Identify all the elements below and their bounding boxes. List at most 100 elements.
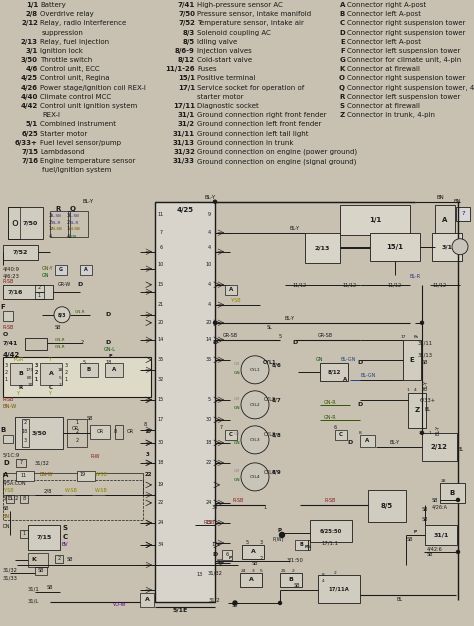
Text: CYL1: CYL1 bbox=[263, 361, 277, 366]
Bar bbox=[28, 525, 60, 550]
Text: Y-SB: Y-SB bbox=[3, 488, 14, 493]
Text: BL-Y: BL-Y bbox=[82, 199, 93, 204]
Text: 22: 22 bbox=[144, 473, 152, 478]
Text: 8/5: 8/5 bbox=[381, 503, 393, 509]
Text: 3/1: 3/1 bbox=[26, 48, 38, 54]
Text: 4: 4 bbox=[208, 245, 210, 250]
Text: 2: 2 bbox=[23, 420, 27, 425]
Text: 24: 24 bbox=[206, 500, 212, 505]
Text: 1: 1 bbox=[4, 377, 8, 382]
Text: A: A bbox=[84, 267, 88, 272]
Text: 3: 3 bbox=[35, 363, 37, 368]
Text: BL-SB: BL-SB bbox=[50, 213, 62, 218]
Bar bbox=[3, 473, 143, 495]
Text: SB: SB bbox=[294, 583, 300, 588]
Text: BL-R: BL-R bbox=[410, 274, 420, 279]
Text: A: A bbox=[442, 217, 447, 223]
Text: R: R bbox=[19, 386, 23, 391]
Text: BL-Y: BL-Y bbox=[423, 380, 428, 390]
Text: 5/1L:2: 5/1L:2 bbox=[3, 495, 19, 500]
Text: 30: 30 bbox=[212, 505, 218, 510]
Text: D: D bbox=[77, 282, 82, 287]
Bar bbox=[55, 555, 63, 563]
Text: Connector at firewall: Connector at firewall bbox=[347, 103, 420, 109]
Text: D: D bbox=[3, 460, 9, 466]
Text: GN: GN bbox=[42, 273, 49, 278]
Text: D: D bbox=[357, 403, 363, 408]
Text: suppression: suppression bbox=[42, 29, 84, 36]
Bar bbox=[403, 340, 421, 380]
Text: Ground connection left front fender: Ground connection left front fender bbox=[197, 121, 321, 127]
Text: 1: 1 bbox=[428, 431, 431, 435]
Text: Cold-start valve: Cold-start valve bbox=[197, 57, 252, 63]
Text: 5/1C:9: 5/1C:9 bbox=[3, 453, 20, 458]
Text: SB: SB bbox=[422, 361, 428, 366]
Text: GR: GR bbox=[234, 397, 240, 401]
Text: 1: 1 bbox=[22, 531, 26, 536]
Text: Connector right suspension tower, 4-pin: Connector right suspension tower, 4-pin bbox=[347, 85, 474, 91]
Text: 7/50: 7/50 bbox=[22, 220, 37, 225]
Text: BL-GN: BL-GN bbox=[340, 357, 356, 362]
Text: BN: BN bbox=[453, 199, 461, 204]
Bar bbox=[25, 338, 47, 350]
Text: SB: SB bbox=[47, 585, 53, 590]
Bar bbox=[422, 433, 457, 461]
Bar bbox=[3, 245, 38, 260]
Text: Power stage/ignition coil REX-I: Power stage/ignition coil REX-I bbox=[40, 85, 146, 91]
Text: 19: 19 bbox=[80, 473, 86, 478]
Text: SB: SB bbox=[232, 603, 238, 608]
Text: SB: SB bbox=[3, 506, 9, 511]
Text: R-SB: R-SB bbox=[324, 498, 336, 503]
Bar bbox=[295, 540, 308, 550]
Text: 31/2: 31/2 bbox=[178, 121, 195, 127]
Bar bbox=[435, 205, 455, 235]
Text: GN: GN bbox=[71, 235, 77, 239]
Bar bbox=[8, 207, 20, 239]
Text: 31/L: 31/L bbox=[28, 598, 39, 603]
Text: 34: 34 bbox=[158, 543, 164, 548]
Text: GR: GR bbox=[234, 362, 240, 366]
Text: 4/25: 4/25 bbox=[21, 76, 38, 81]
Text: 8: 8 bbox=[22, 496, 26, 501]
Text: GN: GN bbox=[234, 406, 240, 410]
Text: 4: 4 bbox=[48, 234, 52, 239]
Bar bbox=[320, 363, 348, 381]
Text: 31/11: 31/11 bbox=[418, 341, 433, 346]
Text: 20: 20 bbox=[158, 321, 164, 326]
Text: D: D bbox=[212, 553, 218, 557]
Text: Throttle switch: Throttle switch bbox=[40, 57, 92, 63]
Text: 15: 15 bbox=[158, 282, 164, 287]
Text: P: P bbox=[304, 545, 308, 549]
Text: BV: BV bbox=[62, 543, 68, 548]
Text: o: o bbox=[12, 218, 18, 228]
Text: P: P bbox=[278, 528, 282, 533]
Text: R: R bbox=[340, 94, 345, 100]
Text: 11/12: 11/12 bbox=[433, 282, 447, 287]
Text: SB: SB bbox=[432, 498, 438, 503]
Text: R-SB: R-SB bbox=[3, 398, 14, 403]
Text: F: F bbox=[340, 48, 345, 54]
Bar bbox=[90, 425, 110, 439]
Text: 14: 14 bbox=[158, 337, 164, 342]
Text: 2: 2 bbox=[35, 371, 37, 376]
Text: 17: 17 bbox=[400, 335, 406, 339]
Text: 24: 24 bbox=[240, 569, 246, 573]
Text: 31/1: 31/1 bbox=[178, 112, 195, 118]
Text: GN-R: GN-R bbox=[55, 345, 65, 349]
Text: SL: SL bbox=[267, 326, 273, 331]
Text: 8: 8 bbox=[113, 429, 117, 434]
Text: 31/2: 31/2 bbox=[209, 597, 221, 602]
Text: 11/12: 11/12 bbox=[293, 282, 307, 287]
Text: 35: 35 bbox=[206, 357, 212, 362]
Text: Connector right A-post: Connector right A-post bbox=[347, 2, 426, 8]
Circle shape bbox=[452, 239, 468, 255]
Text: CYL4: CYL4 bbox=[264, 470, 276, 475]
Circle shape bbox=[456, 498, 459, 501]
Text: 17/11: 17/11 bbox=[173, 103, 195, 109]
Text: 14: 14 bbox=[206, 337, 212, 342]
Bar bbox=[456, 207, 470, 221]
Text: 15/1: 15/1 bbox=[178, 76, 195, 81]
Bar bbox=[408, 393, 426, 428]
Text: 2: 2 bbox=[66, 220, 70, 225]
Text: 5: 5 bbox=[246, 540, 248, 545]
